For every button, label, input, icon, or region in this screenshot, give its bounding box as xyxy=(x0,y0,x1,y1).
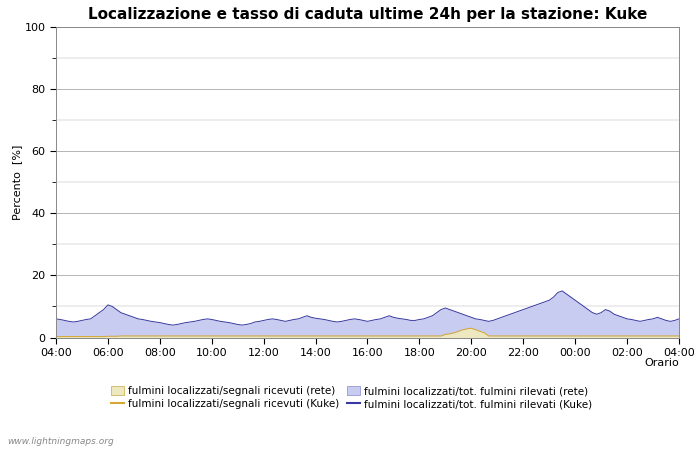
Y-axis label: Percento  [%]: Percento [%] xyxy=(12,144,22,220)
Text: Orario: Orario xyxy=(644,358,679,368)
Legend: fulmini localizzati/segnali ricevuti (rete), fulmini localizzati/segnali ricevut: fulmini localizzati/segnali ricevuti (re… xyxy=(111,386,592,410)
Text: www.lightningmaps.org: www.lightningmaps.org xyxy=(7,436,113,446)
Title: Localizzazione e tasso di caduta ultime 24h per la stazione: Kuke: Localizzazione e tasso di caduta ultime … xyxy=(88,7,648,22)
